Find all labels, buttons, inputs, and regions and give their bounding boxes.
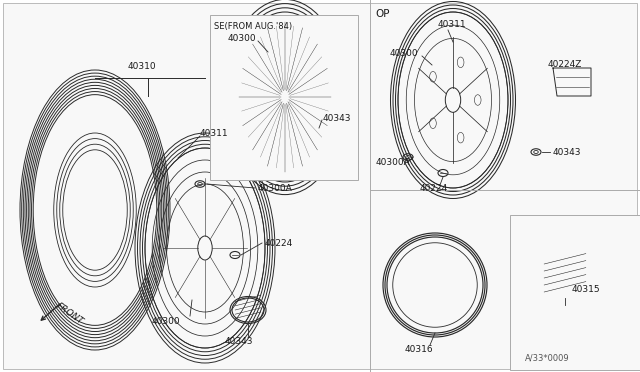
Text: 40300A: 40300A <box>376 157 411 167</box>
Text: 40224Z: 40224Z <box>548 60 582 68</box>
Bar <box>210 15 358 180</box>
Text: 40311: 40311 <box>438 19 467 29</box>
Text: 40315: 40315 <box>572 285 600 295</box>
Text: 40300: 40300 <box>152 317 180 327</box>
Text: SE(FROM AUG.'84): SE(FROM AUG.'84) <box>214 22 292 31</box>
Text: OP: OP <box>375 9 390 19</box>
Text: 40224: 40224 <box>265 238 293 247</box>
Text: 40224: 40224 <box>420 183 448 192</box>
Bar <box>510 215 640 370</box>
Text: 40343: 40343 <box>323 113 351 122</box>
Text: 40343: 40343 <box>225 337 253 346</box>
Text: 40343: 40343 <box>553 148 582 157</box>
Text: 40300A: 40300A <box>258 183 292 192</box>
Text: FRONT: FRONT <box>55 301 85 327</box>
Text: 40311: 40311 <box>200 128 228 138</box>
Text: 40300: 40300 <box>390 48 419 58</box>
Text: A/33*0009: A/33*0009 <box>525 353 570 362</box>
Text: 40316: 40316 <box>405 346 434 355</box>
Text: 40310: 40310 <box>128 61 157 71</box>
Text: 40300: 40300 <box>228 33 257 42</box>
